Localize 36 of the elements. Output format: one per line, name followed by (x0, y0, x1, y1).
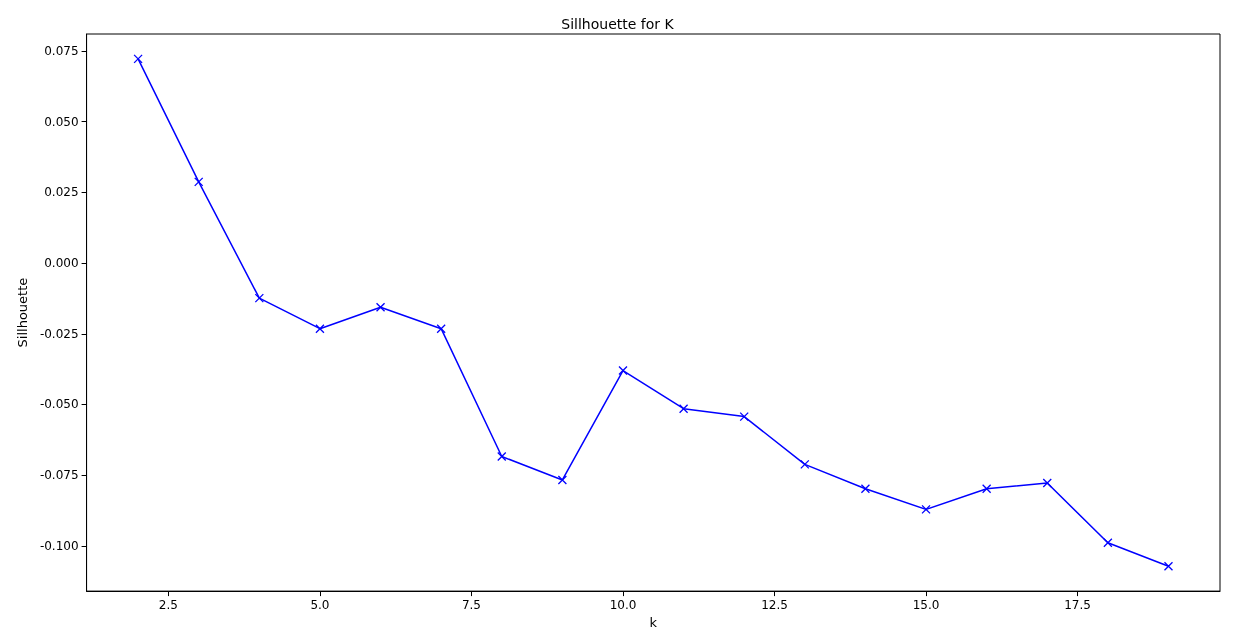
x-tick-label: 2.5 (158, 598, 178, 613)
y-axis-title: Sillhouette (15, 277, 30, 348)
y-tick-label: 0.025 (44, 185, 79, 200)
point (982, 484, 992, 494)
x-tick-label: 17.5 (1064, 598, 1091, 613)
point (618, 365, 628, 376)
x-tick-label: 15.0 (912, 598, 940, 613)
point (800, 459, 810, 470)
chart-title: Sillhouette for K (561, 16, 675, 32)
point (1042, 478, 1052, 488)
y-tick-label: -0.050 (39, 397, 79, 412)
point (557, 475, 568, 485)
point (1103, 538, 1113, 548)
point (497, 451, 507, 462)
point (133, 54, 143, 64)
point (375, 302, 386, 312)
x-tick-label: 5.0 (310, 598, 330, 613)
point (1163, 561, 1174, 571)
point (194, 177, 204, 187)
point (436, 324, 446, 334)
y-tick-label: -0.025 (39, 326, 79, 341)
x-axis-title: k (649, 615, 658, 630)
point (254, 293, 264, 303)
y-tick-label: 0.075 (44, 43, 79, 58)
point (315, 324, 325, 334)
point (678, 404, 689, 414)
y-tick-label: -0.075 (39, 468, 79, 483)
x-tick-label: 12.5 (761, 598, 788, 613)
y-tick-label: 0.000 (44, 256, 79, 271)
point (739, 411, 749, 422)
y-tick-label: 0.050 (44, 114, 79, 129)
point (921, 504, 931, 515)
x-tick-label: 10.0 (609, 598, 637, 613)
point (860, 484, 871, 494)
y-tick-label: -0.100 (39, 538, 79, 553)
x-tick-label: 7.5 (461, 598, 482, 613)
